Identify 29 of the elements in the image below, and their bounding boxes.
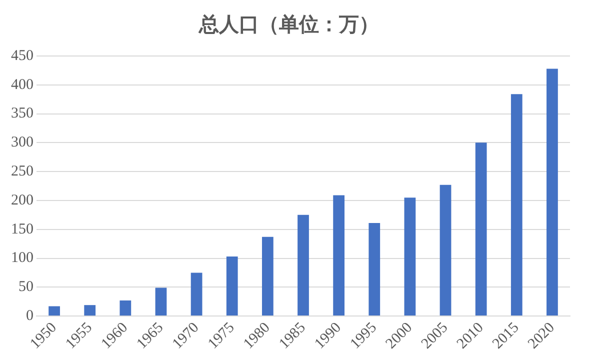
y-tick-label: 300 (11, 134, 34, 151)
bar (84, 305, 96, 316)
y-tick-label: 400 (11, 76, 34, 93)
y-tick-label: 200 (11, 192, 34, 208)
bar (120, 300, 132, 316)
bar (298, 214, 309, 316)
bar (262, 236, 274, 316)
x-tick-label: 1980 (240, 320, 274, 352)
bar (333, 195, 345, 316)
chart-title: 总人口（单位：万） (198, 13, 379, 36)
bar (155, 288, 167, 316)
bar (475, 142, 487, 316)
y-tick-label: 50 (18, 279, 34, 296)
bar (546, 68, 558, 316)
y-tick-label: 450 (11, 48, 34, 64)
y-tick-label: 350 (11, 106, 34, 122)
bar (368, 223, 380, 316)
y-tick-label: 250 (11, 164, 34, 180)
x-tick-label: 1990 (312, 320, 344, 352)
x-tick-label: 1960 (98, 320, 132, 352)
bar (404, 198, 416, 316)
y-tick-label: 150 (11, 221, 34, 238)
y-tick-label: 100 (11, 250, 34, 266)
bar (440, 184, 452, 316)
x-tick-label: 1970 (170, 320, 202, 352)
bar (190, 272, 202, 316)
bar (510, 94, 522, 316)
bar (226, 256, 238, 316)
bar (48, 306, 60, 316)
